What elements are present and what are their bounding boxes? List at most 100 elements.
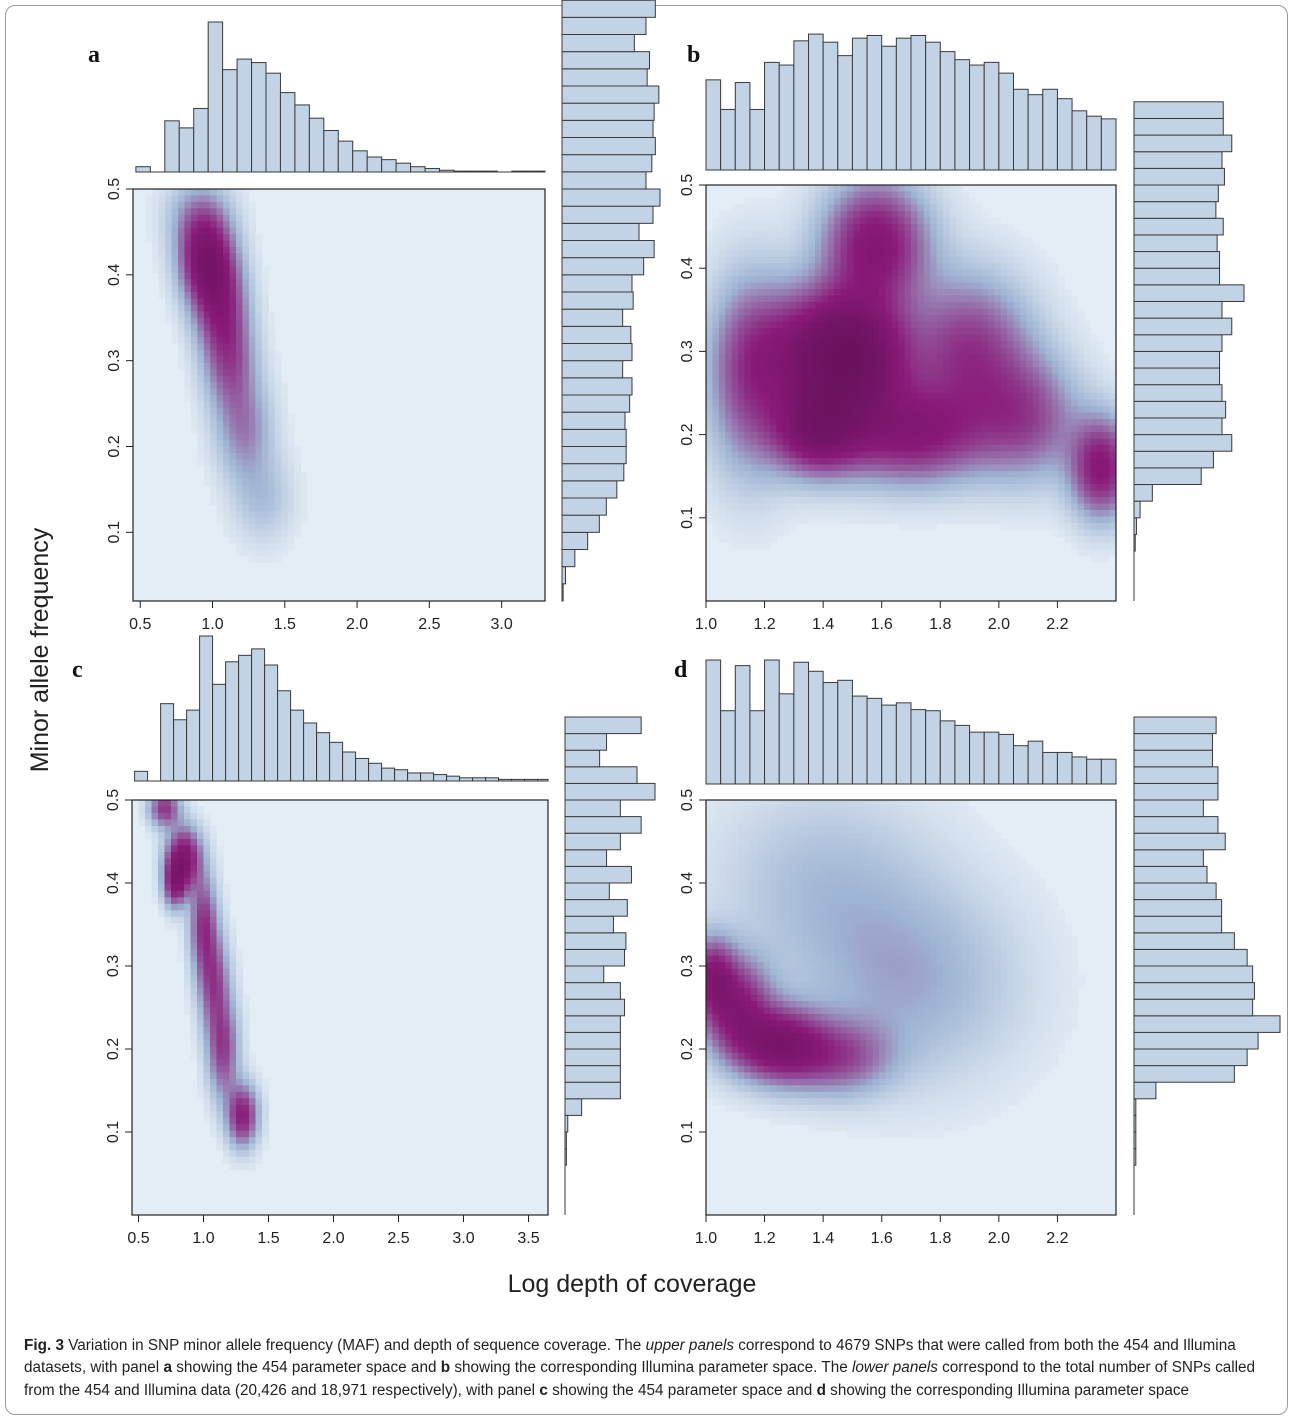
y-histogram-c [564,716,656,1215]
density-cell [808,425,816,433]
density-cell [229,221,237,229]
density-cell [223,929,231,937]
density-cell [802,503,810,511]
density-cell [878,471,886,479]
density-cell [712,884,720,892]
density-cell [878,276,886,284]
density-cell [814,217,822,225]
density-cell [1058,321,1066,329]
density-cell [287,459,295,467]
density-cell [840,315,848,323]
density-cell [216,877,224,885]
density-cell [725,884,733,892]
density-cell [177,877,185,885]
density-cell [1077,386,1085,394]
density-cell [936,302,944,310]
density-cell [210,201,218,209]
density-cell [190,936,198,944]
density-cell [1045,380,1053,388]
density-cell [718,347,726,355]
density-cell [917,438,925,446]
density-cell [763,399,771,407]
density-cell [1071,315,1079,323]
density-cell [987,451,995,459]
density-cell [197,433,205,441]
density-cell [177,858,185,866]
density-cell [763,367,771,375]
density-cell [853,484,861,492]
density-cell [190,234,198,242]
density-cell [171,259,179,267]
density-cell [236,1052,244,1060]
density-cell [834,393,842,401]
density-cell [943,302,951,310]
density-cell [1019,503,1027,511]
density-cell [802,458,810,466]
density-cell [827,250,835,258]
density-cell [878,269,886,277]
density-cell [718,289,726,297]
density-cell [281,523,289,531]
density-cell [712,812,720,821]
density-cell [210,851,218,859]
density-cell [712,806,720,814]
density-cell [236,1137,244,1145]
density-cell [1019,321,1027,329]
density-cell [866,328,874,336]
density-cell [1083,477,1091,485]
density-cell [1026,386,1034,394]
density-cell [878,484,886,492]
density-cell [981,412,989,420]
density-cell [718,975,726,983]
density-cell [840,341,848,349]
density-cell [975,334,983,342]
density-cell [962,399,970,407]
density-cell [770,380,778,388]
density-cell [738,276,746,284]
density-cell [210,1104,218,1112]
density-cell [706,289,714,297]
density-cell [885,386,893,394]
density-cell [1045,412,1053,420]
density-cell [1000,302,1008,310]
density-cell [808,217,816,225]
density-cell [789,315,797,323]
density-cell [718,458,726,466]
density-cell [229,988,237,996]
density-cell [151,832,159,840]
hist-bar [564,1131,567,1150]
density-cell [1058,445,1066,453]
density-cell [236,311,244,319]
density-cell [268,472,276,480]
y-tick-label: 0.2 [105,1038,122,1060]
density-cell [1000,503,1008,511]
density-cell [706,949,714,957]
density-cell [981,321,989,329]
density-cell [789,503,797,511]
density-cell [795,367,803,375]
density-cell [203,929,211,937]
density-cell [293,498,301,506]
density-cell [1103,438,1111,446]
density-cell [171,214,179,222]
density-cell [917,497,925,505]
density-cell [293,523,301,531]
density-cell [1051,373,1059,381]
density-cell [840,230,848,238]
density-cell [962,360,970,368]
density-cell [242,1033,250,1041]
density-cell [216,414,224,422]
density-cell [184,800,192,808]
density-cell [1083,367,1091,375]
density-cell [1019,308,1027,316]
density-cell [1039,373,1047,381]
hist-bar [290,709,305,782]
density-cell [261,472,269,480]
density-cell [203,472,211,480]
density-cell [891,412,899,420]
density-cell [242,317,250,325]
density-cell [216,949,224,957]
density-cell [731,354,739,362]
density-cell [718,399,726,407]
density-cell [866,263,874,271]
